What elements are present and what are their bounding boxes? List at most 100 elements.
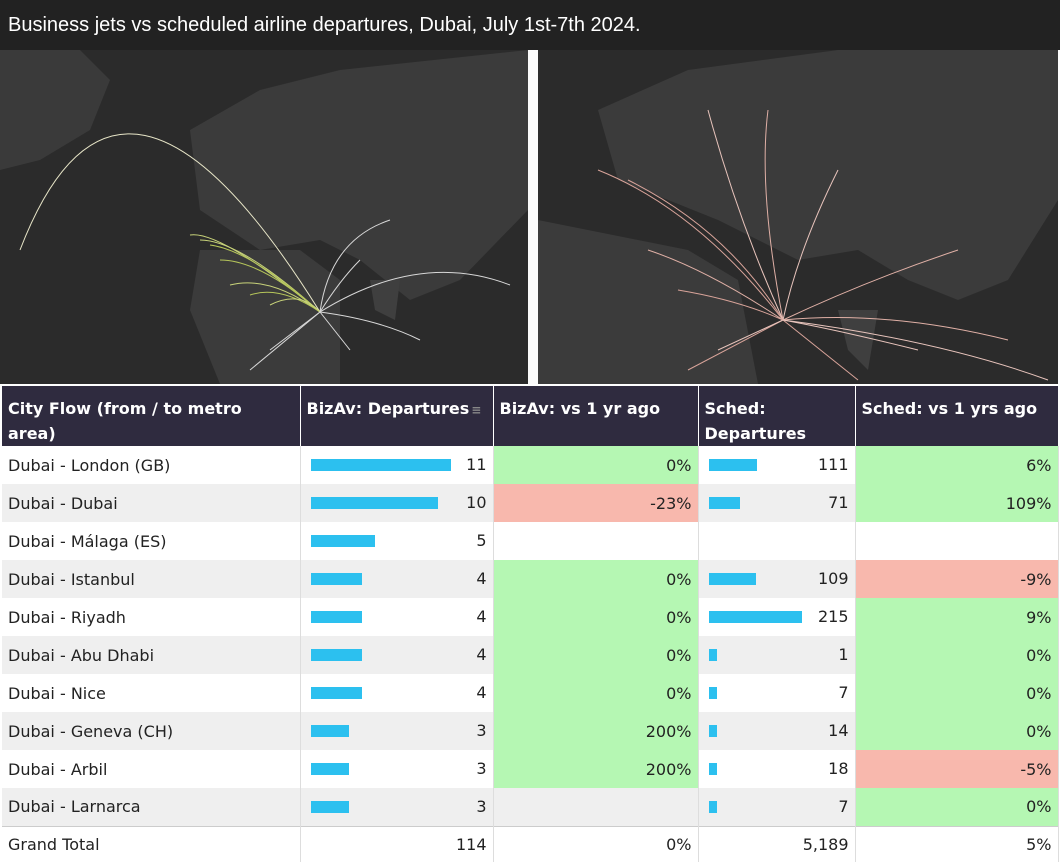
sched-vs-1yr-cell: 109%	[855, 484, 1059, 522]
city-flow-cell: Dubai - Arbil	[2, 750, 301, 788]
table-row[interactable]: Dubai - Dubai 10 -23% 71 109%	[2, 484, 1059, 522]
bizav-departures-bar	[310, 535, 375, 547]
bizav-departures-value: 11	[466, 455, 487, 474]
departures-table: City Flow (from / to metro area) BizAv: …	[2, 386, 1059, 862]
city-flow-cell: Dubai - Geneva (CH)	[2, 712, 301, 750]
col-header-sched-departures-label: Sched: Departures	[704, 399, 807, 443]
col-header-city[interactable]: City Flow (from / to metro area)	[2, 386, 301, 446]
sched-departures-cell: 111	[698, 446, 856, 484]
sched-vs-1yr-cell: -5%	[855, 750, 1059, 788]
total-sched-vs-1yr: 5%	[855, 825, 1059, 862]
bizav-departures-cell: 5	[300, 522, 494, 560]
bizav-departures-value: 3	[476, 721, 487, 740]
sched-departures-bar	[708, 763, 717, 775]
col-header-bizav-departures-label: BizAv: Departures	[306, 399, 470, 418]
sched-departures-value: 14	[828, 721, 849, 740]
bizav-departures-bar	[310, 459, 451, 471]
bizav-vs-1yr-cell: 0%	[493, 446, 699, 484]
sched-departures-bar	[708, 687, 717, 699]
table-row[interactable]: Dubai - Riyadh 4 0% 215 9%	[2, 598, 1059, 636]
bizav-departures-bar	[310, 649, 362, 661]
bizav-departures-value: 3	[476, 797, 487, 816]
sched-vs-1yr-cell: 9%	[855, 598, 1059, 636]
city-flow-cell: Dubai - Istanbul	[2, 560, 301, 598]
sched-departures-cell: 71	[698, 484, 856, 522]
sched-departures-cell: 14	[698, 712, 856, 750]
bizav-departures-value: 4	[476, 645, 487, 664]
table-header-row: City Flow (from / to metro area) BizAv: …	[2, 386, 1059, 446]
bizav-departures-bar	[310, 497, 438, 509]
total-bizav-departures: 114	[300, 825, 494, 862]
sched-departures-bar	[708, 649, 717, 661]
bizav-departures-value: 4	[476, 607, 487, 626]
table-row[interactable]: Dubai - Istanbul 4 0% 109 -9%	[2, 560, 1059, 598]
sched-departures-cell: 18	[698, 750, 856, 788]
sort-icon[interactable]: ≡	[471, 403, 482, 417]
table-row[interactable]: Dubai - London (GB) 11 0% 111 6%	[2, 446, 1059, 484]
sched-departures-cell	[698, 522, 856, 560]
sched-departures-value: 7	[838, 797, 849, 816]
bizav-departures-cell: 3	[300, 788, 494, 826]
page-title: Business jets vs scheduled airline depar…	[0, 0, 1060, 50]
sched-departures-value: 7	[838, 683, 849, 702]
bizav-vs-1yr-cell	[493, 522, 699, 560]
table-row[interactable]: Dubai - Málaga (ES) 5	[2, 522, 1059, 560]
bizav-departures-bar	[310, 611, 362, 623]
sched-departures-bar	[708, 725, 717, 737]
sched-vs-1yr-cell: 0%	[855, 674, 1059, 712]
bizav-map-graphic	[0, 50, 528, 384]
sched-departures-value: 18	[828, 759, 849, 778]
table-row[interactable]: Dubai - Larnarca 3 7 0%	[2, 788, 1059, 826]
bizav-vs-1yr-cell: 200%	[493, 712, 699, 750]
sched-departures-bar	[708, 801, 717, 813]
sched-vs-1yr-cell	[855, 522, 1059, 560]
bizav-vs-1yr-cell: 0%	[493, 560, 699, 598]
bizav-departures-value: 4	[476, 569, 487, 588]
bizav-departures-cell: 3	[300, 712, 494, 750]
table-row[interactable]: Dubai - Geneva (CH) 3 200% 14 0%	[2, 712, 1059, 750]
bizav-departures-bar	[310, 573, 362, 585]
bizav-departures-value: 10	[466, 493, 487, 512]
sched-departures-cell: 7	[698, 788, 856, 826]
city-flow-cell: Dubai - Larnarca	[2, 788, 301, 826]
sched-vs-1yr-cell: 0%	[855, 636, 1059, 674]
bizav-departures-cell: 4	[300, 560, 494, 598]
city-flow-cell: Dubai - Málaga (ES)	[2, 522, 301, 560]
table-row[interactable]: Dubai - Arbil 3 200% 18 -5%	[2, 750, 1059, 788]
col-header-sched-vs-1yr[interactable]: Sched: vs 1 yrs ago	[855, 386, 1059, 446]
sched-departures-value: 215	[817, 607, 849, 626]
table-row[interactable]: Dubai - Abu Dhabi 4 0% 1 0%	[2, 636, 1059, 674]
bizav-departures-cell: 4	[300, 636, 494, 674]
scheduled-routes-map[interactable]	[538, 50, 1058, 384]
sched-vs-1yr-cell: 0%	[855, 712, 1059, 750]
bizav-departures-bar	[310, 687, 362, 699]
col-header-sched-departures[interactable]: Sched: Departures	[698, 386, 856, 446]
bizav-vs-1yr-cell: -23%	[493, 484, 699, 522]
bizav-vs-1yr-cell: 0%	[493, 674, 699, 712]
bizav-routes-map[interactable]	[0, 50, 528, 384]
total-sched-departures: 5,189	[698, 825, 856, 862]
sched-vs-1yr-cell: -9%	[855, 560, 1059, 598]
city-flow-cell: Dubai - Abu Dhabi	[2, 636, 301, 674]
sched-departures-cell: 215	[698, 598, 856, 636]
scheduled-map-graphic	[538, 50, 1058, 384]
sched-departures-bar	[708, 459, 757, 471]
col-header-bizav-vs-1yr[interactable]: BizAv: vs 1 yr ago	[493, 386, 699, 446]
sched-departures-value: 1	[838, 645, 849, 664]
col-header-sched-vs-1yr-label: Sched: vs 1 yrs ago	[861, 399, 1038, 418]
sched-departures-bar	[708, 611, 802, 623]
table-row[interactable]: Dubai - Nice 4 0% 7 0%	[2, 674, 1059, 712]
bizav-departures-bar	[310, 801, 349, 813]
sched-departures-cell: 109	[698, 560, 856, 598]
col-header-bizav-vs-1yr-label: BizAv: vs 1 yr ago	[499, 399, 661, 418]
bizav-departures-value: 5	[476, 531, 487, 550]
city-flow-cell: Dubai - Nice	[2, 674, 301, 712]
city-flow-cell: Dubai - London (GB)	[2, 446, 301, 484]
city-flow-cell: Dubai - Riyadh	[2, 598, 301, 636]
bizav-vs-1yr-cell: 0%	[493, 636, 699, 674]
bizav-departures-value: 4	[476, 683, 487, 702]
bizav-vs-1yr-cell: 200%	[493, 750, 699, 788]
total-bizav-vs-1yr: 0%	[493, 825, 699, 862]
sched-departures-bar	[708, 497, 740, 509]
col-header-bizav-departures[interactable]: BizAv: Departures ≡	[300, 386, 494, 446]
